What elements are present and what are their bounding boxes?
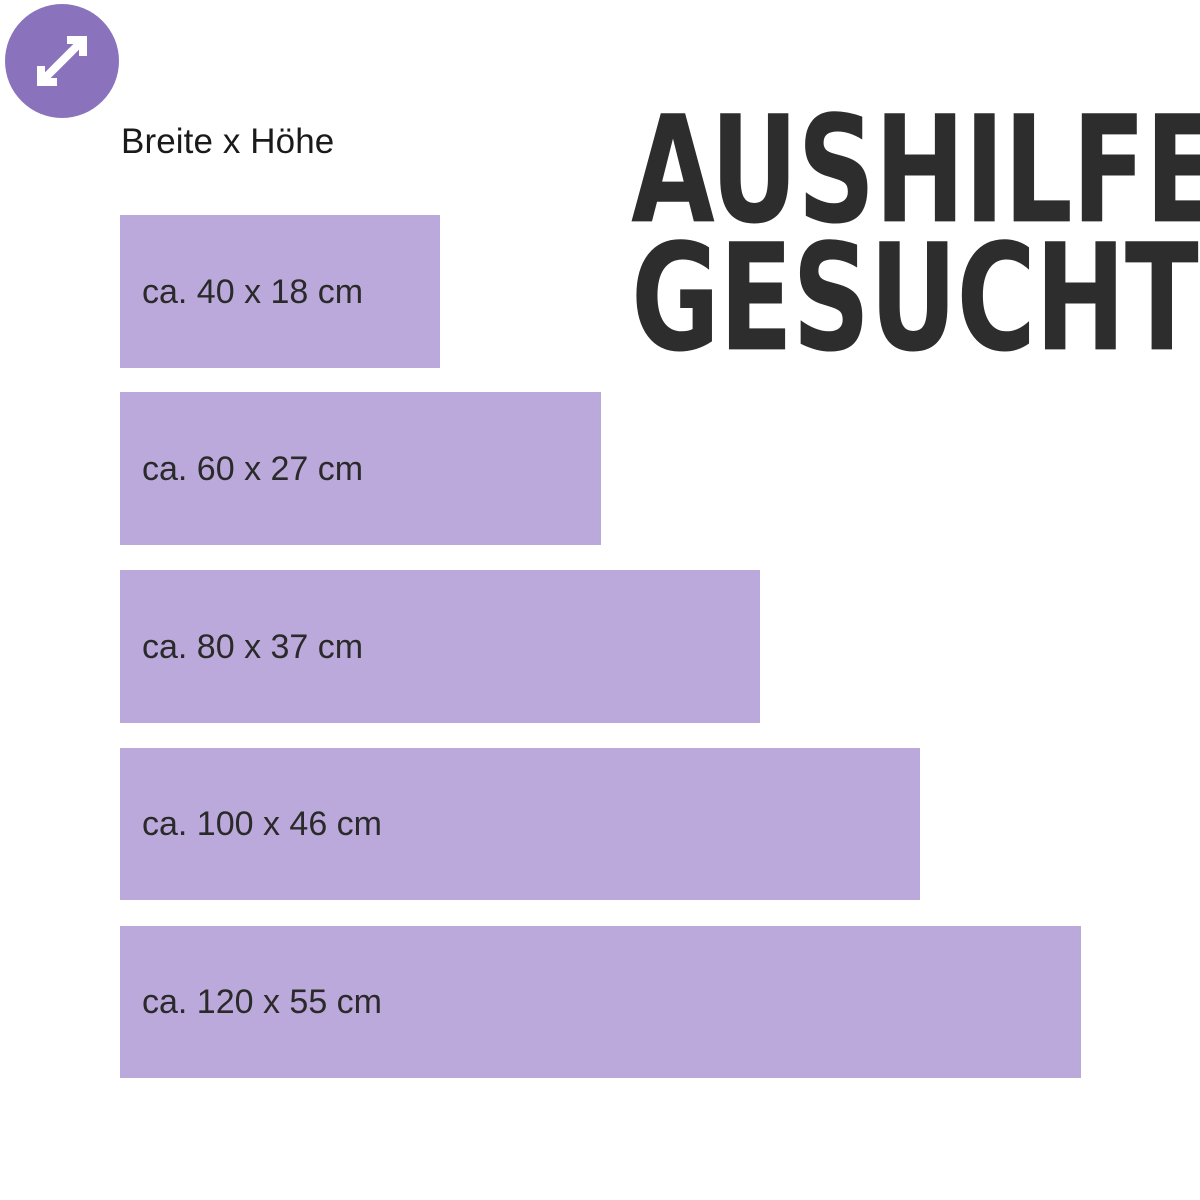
headline-line-2: GESUCHT <box>631 213 1199 386</box>
size-bar: ca. 120 x 55 cm <box>120 926 1081 1078</box>
expand-diagonal-icon <box>31 30 93 92</box>
size-bar: ca. 40 x 18 cm <box>120 215 440 368</box>
size-bar-label: ca. 40 x 18 cm <box>142 272 364 311</box>
size-bar-label: ca. 60 x 27 cm <box>142 449 364 488</box>
page-title: Breite x Höhe <box>121 122 335 161</box>
expand-image-button[interactable] <box>5 4 119 118</box>
size-bar: ca. 80 x 37 cm <box>120 570 760 723</box>
size-bar-label: ca. 100 x 46 cm <box>142 805 383 843</box>
headline-graphic: AUSHILFE GESUCHT <box>596 97 1200 374</box>
size-bar: ca. 60 x 27 cm <box>120 392 601 545</box>
size-bar-label: ca. 80 x 37 cm <box>142 627 364 666</box>
size-bar-label: ca. 120 x 55 cm <box>142 983 383 1021</box>
size-bar: ca. 100 x 46 cm <box>120 748 920 900</box>
